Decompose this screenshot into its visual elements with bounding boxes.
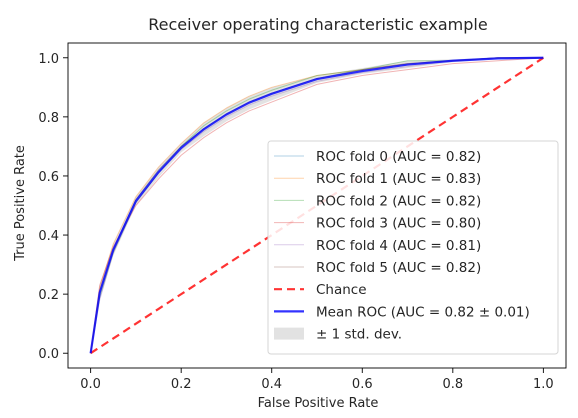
std-dev-band: [90, 57, 544, 354]
series-line-7: [89, 56, 544, 354]
legend-label-5: ROC fold 5 (AUC = 0.82): [316, 260, 481, 276]
y-tick-label-2: 0.4: [38, 229, 59, 244]
x-tick-label-0: 0.0: [80, 377, 101, 392]
chart-title: Receiver operating characteristic exampl…: [148, 15, 487, 34]
x-axis-label: False Positive Rate: [258, 396, 379, 411]
legend-label-3: ROC fold 3 (AUC = 0.80): [316, 216, 481, 232]
x-tick-label-4: 0.8: [442, 377, 463, 392]
x-tick-label-1: 0.2: [171, 377, 192, 392]
axes-frame: [67, 42, 567, 369]
x-tick-label-2: 0.4: [261, 377, 282, 392]
legend-label-4: ROC fold 4 (AUC = 0.81): [316, 238, 481, 254]
legend-label-2: ROC fold 2 (AUC = 0.82): [316, 193, 481, 209]
x-tick-label-5: 1.0: [533, 377, 554, 392]
x-tick-label-3: 0.6: [352, 377, 373, 392]
legend-box: [267, 140, 559, 355]
plot-area: 0.0 0.2 0.4 0.6 0.8 1.0 0.0 0.2 0.4 0.6 0.8 1.0: [38, 42, 567, 392]
y-tick-label-5: 1.0: [38, 52, 59, 67]
legend-label-7: Mean ROC (AUC = 0.82 ± 0.01): [316, 304, 530, 320]
y-tick-label-4: 0.8: [38, 111, 59, 126]
legend-label-8: ± 1 std. dev.: [316, 327, 402, 343]
legend-label-0: ROC fold 0 (AUC = 0.82): [316, 149, 481, 165]
legend-label-6: Chance: [316, 282, 367, 298]
y-tick-label-1: 0.2: [38, 288, 59, 303]
legend: ROC fold 0 (AUC = 0.82) ROC fold 1 (AUC =…: [267, 140, 559, 355]
y-tick-label-3: 0.6: [38, 170, 59, 185]
series-line-6: [90, 56, 544, 355]
legend-swatch-8: [274, 327, 304, 340]
y-axis-label: True Positive Rate: [13, 145, 28, 262]
legend-label-1: ROC fold 1 (AUC = 0.83): [316, 171, 481, 187]
y-tick-label-0: 0.0: [38, 347, 59, 362]
